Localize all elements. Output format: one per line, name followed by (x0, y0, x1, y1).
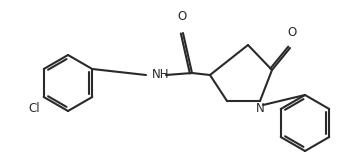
Text: N: N (256, 102, 264, 115)
Text: O: O (177, 10, 186, 23)
Text: O: O (287, 26, 297, 39)
Text: NH: NH (152, 68, 170, 82)
Text: Cl: Cl (28, 103, 40, 116)
